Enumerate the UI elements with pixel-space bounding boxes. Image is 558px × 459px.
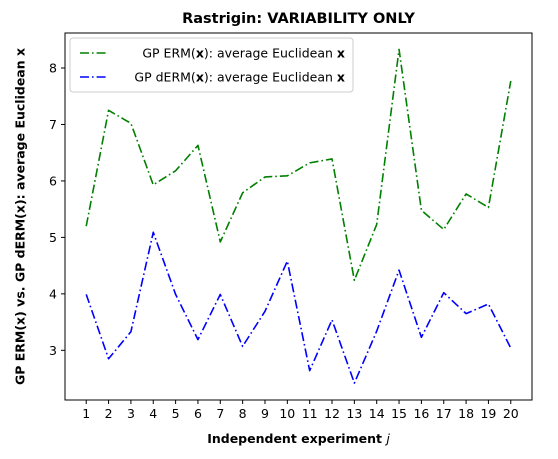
x-axis-label-main: Independent experiment xyxy=(207,431,386,446)
plot-area xyxy=(64,32,533,401)
x-tick-label: 6 xyxy=(194,406,202,421)
x-tick-label: 8 xyxy=(239,406,247,421)
x-tick-label: 3 xyxy=(127,406,135,421)
y-axis: 3 4 5 6 7 8 xyxy=(49,61,65,358)
x-tick-label: 4 xyxy=(149,406,157,421)
x-tick-label: 18 xyxy=(458,406,474,421)
x-tick-label: 5 xyxy=(172,406,180,421)
x-axis-label-variable: j xyxy=(384,431,390,446)
x-tick-label: 12 xyxy=(324,406,340,421)
x-tick-label: 7 xyxy=(216,406,224,421)
y-tick-label: 3 xyxy=(49,343,57,358)
x-tick-label: 1 xyxy=(82,406,90,421)
series-line-2 xyxy=(85,231,512,384)
series-layer xyxy=(85,48,512,384)
x-tick-label: 14 xyxy=(369,406,385,421)
legend-label-1: GP ERM(x): average Euclidean x xyxy=(142,46,345,61)
x-tick-label: 16 xyxy=(413,406,429,421)
chart-title: Rastrigin: VARIABILITY ONLY xyxy=(182,11,415,27)
y-axis-label: GP ERM(x) vs. GP dERM(x): average Euclid… xyxy=(12,48,27,385)
x-tick-label: 13 xyxy=(346,406,362,421)
x-axis-label: Independent experiment j xyxy=(207,431,390,446)
x-tick-label: 17 xyxy=(436,406,452,421)
legend: GP ERM(x): average Euclidean x GP dERM(x)… xyxy=(69,37,354,93)
x-tick-label: 15 xyxy=(391,406,407,421)
x-tick-label: 20 xyxy=(503,406,519,421)
legend-label-2: GP dERM(x): average Euclidean x xyxy=(134,70,345,85)
x-axis: 1 2 3 4 5 6 7 8 9 10 11 12 13 14 15 16 17 18 19 20 xyxy=(82,400,519,421)
x-tick-label: 9 xyxy=(261,406,269,421)
x-tick-label: 2 xyxy=(105,406,113,421)
legend-box xyxy=(69,37,354,93)
x-tick-label: 19 xyxy=(480,406,496,421)
y-tick-label: 8 xyxy=(49,61,57,76)
y-tick-label: 7 xyxy=(49,117,57,132)
series-line-1 xyxy=(85,48,512,282)
y-tick-label: 4 xyxy=(49,286,57,301)
x-tick-label: 11 xyxy=(302,406,318,421)
y-tick-label: 5 xyxy=(49,230,57,245)
y-tick-label: 6 xyxy=(49,173,57,188)
x-tick-label: 10 xyxy=(279,406,295,421)
